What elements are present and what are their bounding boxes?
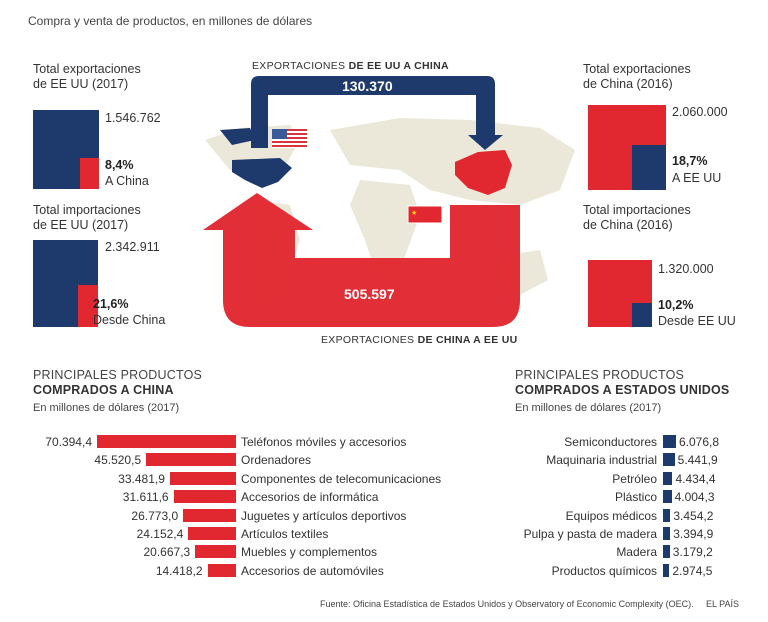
china-bar	[146, 453, 236, 467]
us-bar	[663, 471, 673, 485]
subtitle: Compra y venta de productos, en millones…	[28, 14, 313, 28]
us-bar	[663, 563, 670, 577]
china-bar-category: Teléfonos móviles y accesorios	[241, 435, 407, 449]
us-bar-category: Semiconductores	[564, 435, 657, 449]
china-bar-value: 24.152,4	[136, 527, 184, 541]
us-bar-value: 4.004,3	[674, 490, 715, 505]
us-imports-total: 2.342.911	[105, 240, 160, 254]
us-imports-share-label: Desde China	[93, 313, 166, 327]
china-bar-category: Componentes de telecomunicaciones	[241, 471, 442, 486]
china-chart-subtitle: En millones de dólares (2017)	[33, 402, 180, 414]
us-imports-share: 21,6%	[93, 297, 129, 311]
cn-exports-us-square	[632, 145, 666, 190]
cn-imports-total: 1.320.000	[658, 262, 714, 276]
brand-logo: EL PAÍS	[706, 599, 740, 609]
cn-exports-title: Total exportaciones de China (2016)	[583, 62, 691, 91]
china-bar	[97, 435, 236, 448]
cn-exports-total: 2.060.000	[672, 105, 728, 119]
us-exports-title: Total exportaciones de EE UU (2017)	[33, 62, 141, 91]
china-bar	[195, 545, 236, 559]
china-bar-category: Artículos textiles	[241, 527, 329, 541]
china-bar-value: 31.611,6	[122, 490, 169, 505]
us-bar-category: Plástico	[614, 490, 657, 505]
us-bar-value: 5.441,9	[677, 453, 718, 468]
usa-map-shape	[220, 128, 292, 188]
us-exports-share: 8,4%	[105, 158, 134, 172]
china-bar-value: 33.481,9	[118, 471, 165, 486]
china-bar-value: 70.394,4	[45, 435, 92, 449]
us-chart-title-2: COMPRADOS A ESTADOS UNIDOS	[515, 383, 730, 397]
svg-text:★: ★	[411, 209, 417, 217]
china-bar-value: 45.520,5	[94, 453, 142, 468]
china-chart-title-2: COMPRADOS A CHINA	[33, 383, 174, 397]
us-exports-china-square	[80, 158, 99, 189]
china-bar	[183, 508, 236, 522]
us-bar-category: Equipos médicos	[565, 508, 657, 523]
china-bar-category: Muebles y complementos	[241, 545, 378, 560]
china-bar	[207, 563, 236, 577]
arrow-china-to-us	[203, 193, 520, 327]
us-bar-category: Pulpa y pasta de madera	[523, 527, 657, 541]
us-imports-china-square	[78, 285, 98, 327]
us-exports-total: 1.546.762	[105, 111, 161, 125]
china-bar	[188, 527, 236, 540]
us-bar-category: Petróleo	[612, 471, 657, 486]
china-bar-value: 26.773,0	[131, 508, 179, 523]
us-bar-category: Madera	[616, 545, 657, 560]
us-bar-value: 4.434,4	[675, 471, 716, 486]
us-bar-category: Productos químicos	[551, 563, 657, 578]
flow-us-cn-label: EXPORTACIONES DE EE UU A CHINA	[252, 60, 449, 72]
china-bar	[169, 471, 236, 485]
china-bar	[173, 490, 236, 504]
us-bar-category: Maquinaria industrial	[546, 453, 657, 468]
cn-imports-share: 10,2%	[658, 298, 694, 312]
china-bar-value: 20.667,3	[143, 545, 191, 560]
us-bar-value: 3.179,2	[672, 545, 713, 560]
china-chart-title-1: PRINCIPALES PRODUCTOS	[33, 368, 203, 382]
china-flag-icon: ★	[407, 205, 443, 224]
cn-exports-share-label: A EE UU	[672, 171, 722, 185]
us-bar	[663, 527, 671, 540]
cn-exports-share: 18,7%	[672, 154, 708, 168]
flow-cn-us-value: 505.597	[344, 286, 395, 302]
us-bar-value: 3.394,9	[673, 527, 714, 541]
us-exports-share-label: A China	[105, 174, 149, 188]
china-bar-category: Juguetes y artículos deportivos	[241, 508, 407, 523]
us-bar	[663, 508, 671, 522]
trade-flow-map: ★	[203, 76, 575, 327]
us-imports-title: Total importaciones de EE UU (2017)	[33, 203, 141, 232]
us-bar-value: 6.076,8	[679, 435, 720, 449]
us-bar-value: 2.974,5	[672, 563, 713, 578]
cn-imports-us-square	[632, 303, 652, 327]
china-bar-category: Ordenadores	[241, 453, 312, 468]
us-chart-subtitle: En millones de dólares (2017)	[515, 402, 662, 414]
china-bar-category: Accesorios de automóviles	[241, 563, 384, 578]
flow-cn-us-label: EXPORTACIONES DE CHINA A EE UU	[321, 334, 518, 346]
arrow-us-to-china	[251, 76, 503, 150]
china-bar-category: Accesorios de informática	[241, 490, 379, 505]
source-note: Fuente: Oficina Estadística de Estados U…	[320, 599, 694, 609]
us-bar	[663, 545, 670, 559]
us-bar	[663, 453, 675, 467]
china-map-shape	[455, 150, 512, 195]
us-flag-icon	[272, 129, 307, 148]
us-chart-title-1: PRINCIPALES PRODUCTOS	[515, 368, 685, 382]
china-bar-value: 14.418,2	[155, 563, 203, 578]
flow-us-cn-value: 130.370	[342, 78, 393, 94]
us-bar	[663, 435, 676, 448]
us-bar-value: 3.454,2	[673, 508, 714, 523]
cn-imports-share-label: Desde EE UU	[658, 314, 736, 328]
us-bar	[663, 490, 672, 504]
cn-imports-title: Total importaciones de China (2016)	[583, 203, 691, 232]
